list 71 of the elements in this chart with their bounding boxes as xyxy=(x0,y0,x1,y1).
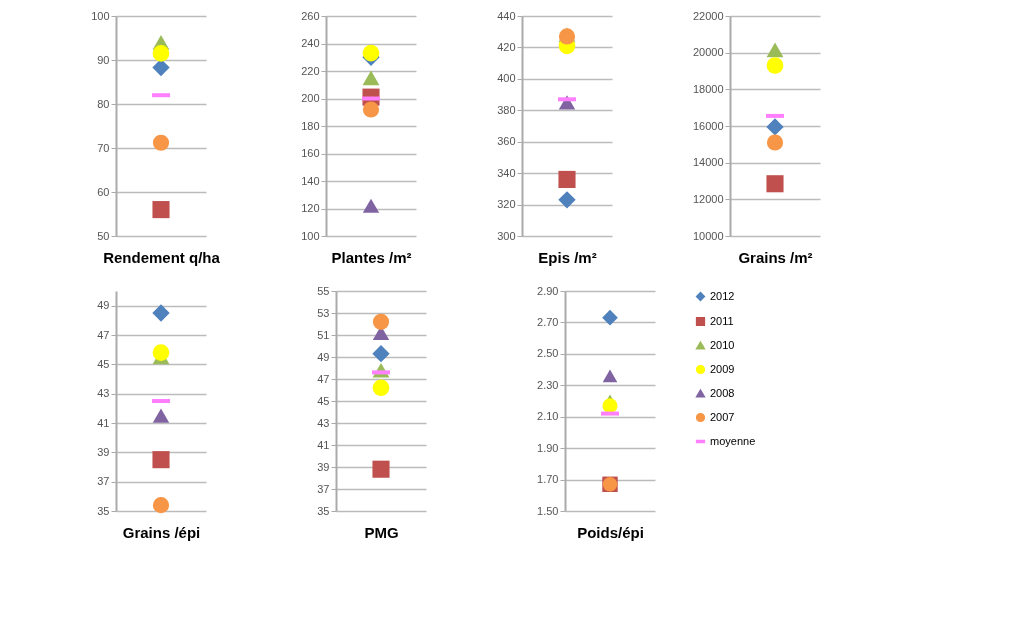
y-tick-label: 1.90 xyxy=(537,441,559,454)
legend-label: 2009 xyxy=(710,362,735,375)
y-tick-label: 380 xyxy=(497,103,516,116)
y-tick-label: 47 xyxy=(97,328,110,341)
legend-label: 2011 xyxy=(710,314,734,327)
x-axis-title: Grains /m² xyxy=(738,248,813,266)
x-axis-title: Epis /m² xyxy=(538,248,597,266)
y-tick-label: 120 xyxy=(301,202,320,214)
y-tick-label: 100 xyxy=(301,229,320,242)
y-tick-label: 43 xyxy=(97,387,110,400)
legend-label: 2012 xyxy=(710,289,735,302)
y-tick-label: 220 xyxy=(301,64,320,77)
x-axis-title: Poids/épi xyxy=(577,523,644,541)
y-tick-label: 49 xyxy=(317,350,330,363)
y-tick-label: 400 xyxy=(497,72,516,85)
y-tick-label: 2.30 xyxy=(537,378,559,391)
y-tick-label: 18000 xyxy=(692,82,724,95)
y-tick-label: 49 xyxy=(97,299,110,312)
y-tick-label: 80 xyxy=(97,97,110,110)
y-tick-label: 90 xyxy=(97,53,110,66)
y-tick-label: 420 xyxy=(497,40,516,53)
y-tick-label: 35 xyxy=(317,504,330,517)
y-tick-label: 70 xyxy=(97,141,110,154)
legend-label: moyenne xyxy=(710,434,756,447)
y-tick-label: 39 xyxy=(317,460,330,473)
y-tick-label: 1.50 xyxy=(537,504,559,517)
y-tick-label: 100 xyxy=(91,9,110,22)
y-tick-label: 14000 xyxy=(692,156,724,169)
y-tick-label: 2.90 xyxy=(537,284,559,297)
y-tick-label: 35 xyxy=(97,504,110,517)
legend-label: 2007 xyxy=(710,410,735,423)
y-tick-label: 39 xyxy=(97,445,110,458)
y-tick-label: 47 xyxy=(317,372,330,385)
y-tick-label: 440 xyxy=(497,9,516,22)
y-tick-label: 45 xyxy=(97,357,110,370)
y-tick-label: 200 xyxy=(301,92,320,104)
y-tick-label: 37 xyxy=(317,482,330,495)
x-axis-title: Grains /épi xyxy=(122,523,201,541)
y-tick-label: 53 xyxy=(317,306,330,319)
x-axis-title: PMG xyxy=(364,523,399,541)
y-tick-label: 2.50 xyxy=(537,347,559,360)
y-tick-label: 260 xyxy=(301,9,320,22)
y-tick-label: 43 xyxy=(317,416,330,429)
y-tick-label: 10000 xyxy=(692,229,724,242)
y-tick-label: 180 xyxy=(301,119,320,132)
legend-label: 2010 xyxy=(710,338,735,351)
y-tick-label: 50 xyxy=(97,229,110,242)
y-tick-label: 55 xyxy=(317,284,330,297)
y-tick-label: 20000 xyxy=(692,46,724,59)
y-tick-label: 60 xyxy=(97,185,110,198)
y-tick-label: 22000 xyxy=(692,9,724,22)
y-tick-label: 37 xyxy=(97,475,110,488)
y-tick-label: 140 xyxy=(301,174,320,187)
y-tick-label: 340 xyxy=(497,166,516,179)
y-tick-label: 2.10 xyxy=(537,410,559,423)
y-tick-label: 300 xyxy=(497,229,516,242)
y-tick-label: 1.70 xyxy=(537,473,559,486)
legend-label: 2008 xyxy=(710,386,735,399)
y-tick-label: 240 xyxy=(301,37,320,49)
y-tick-label: 45 xyxy=(317,394,330,407)
y-tick-label: 51 xyxy=(317,328,330,341)
y-tick-label: 41 xyxy=(317,438,330,451)
x-axis-title: Plantes /m² xyxy=(331,248,412,266)
x-axis-title: Rendement q/ha xyxy=(103,248,221,266)
y-tick-label: 320 xyxy=(497,198,516,211)
y-tick-label: 160 xyxy=(301,147,320,159)
y-tick-label: 41 xyxy=(97,416,110,429)
y-tick-label: 12000 xyxy=(692,192,724,205)
y-tick-label: 16000 xyxy=(692,119,724,132)
y-tick-label: 360 xyxy=(497,135,516,148)
y-tick-label: 2.70 xyxy=(537,315,559,328)
